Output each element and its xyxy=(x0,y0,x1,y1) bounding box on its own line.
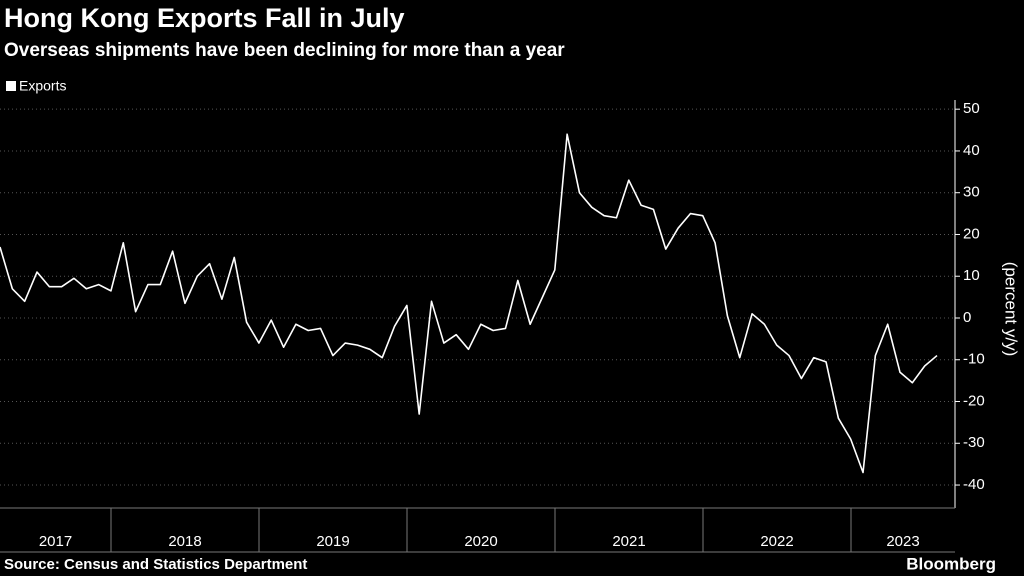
y-tick-label: 0 xyxy=(963,309,971,326)
y-tick-label: 30 xyxy=(963,184,980,201)
y-tick-label: -30 xyxy=(963,434,985,451)
legend-label: Exports xyxy=(19,78,66,94)
chart-title: Hong Kong Exports Fall in July xyxy=(4,3,405,33)
y-tick-label: 20 xyxy=(963,225,980,242)
y-tick-label: -20 xyxy=(963,392,985,409)
x-tick-label: 2018 xyxy=(168,533,201,550)
chart-subtitle: Overseas shipments have been declining f… xyxy=(4,40,565,61)
legend-swatch xyxy=(6,81,16,91)
source: Source: Census and Statistics Department xyxy=(4,556,307,573)
y-tick-label: 40 xyxy=(963,142,980,159)
data-line xyxy=(0,133,938,474)
x-tick-label: 2019 xyxy=(316,533,349,550)
y-tick-label: -40 xyxy=(963,476,985,493)
x-tick-label: 2023 xyxy=(886,533,919,550)
x-tick-label: 2022 xyxy=(760,533,793,550)
y-tick-label: -10 xyxy=(963,351,985,368)
y-tick-label: 10 xyxy=(963,267,980,284)
x-tick-label: 2017 xyxy=(39,533,72,550)
x-tick-label: 2020 xyxy=(464,533,497,550)
y-axis-label: (percent y/y) xyxy=(1002,262,1021,356)
brand: Bloomberg xyxy=(906,554,996,573)
y-tick-label: 50 xyxy=(963,100,980,117)
x-tick-label: 2021 xyxy=(612,533,645,550)
